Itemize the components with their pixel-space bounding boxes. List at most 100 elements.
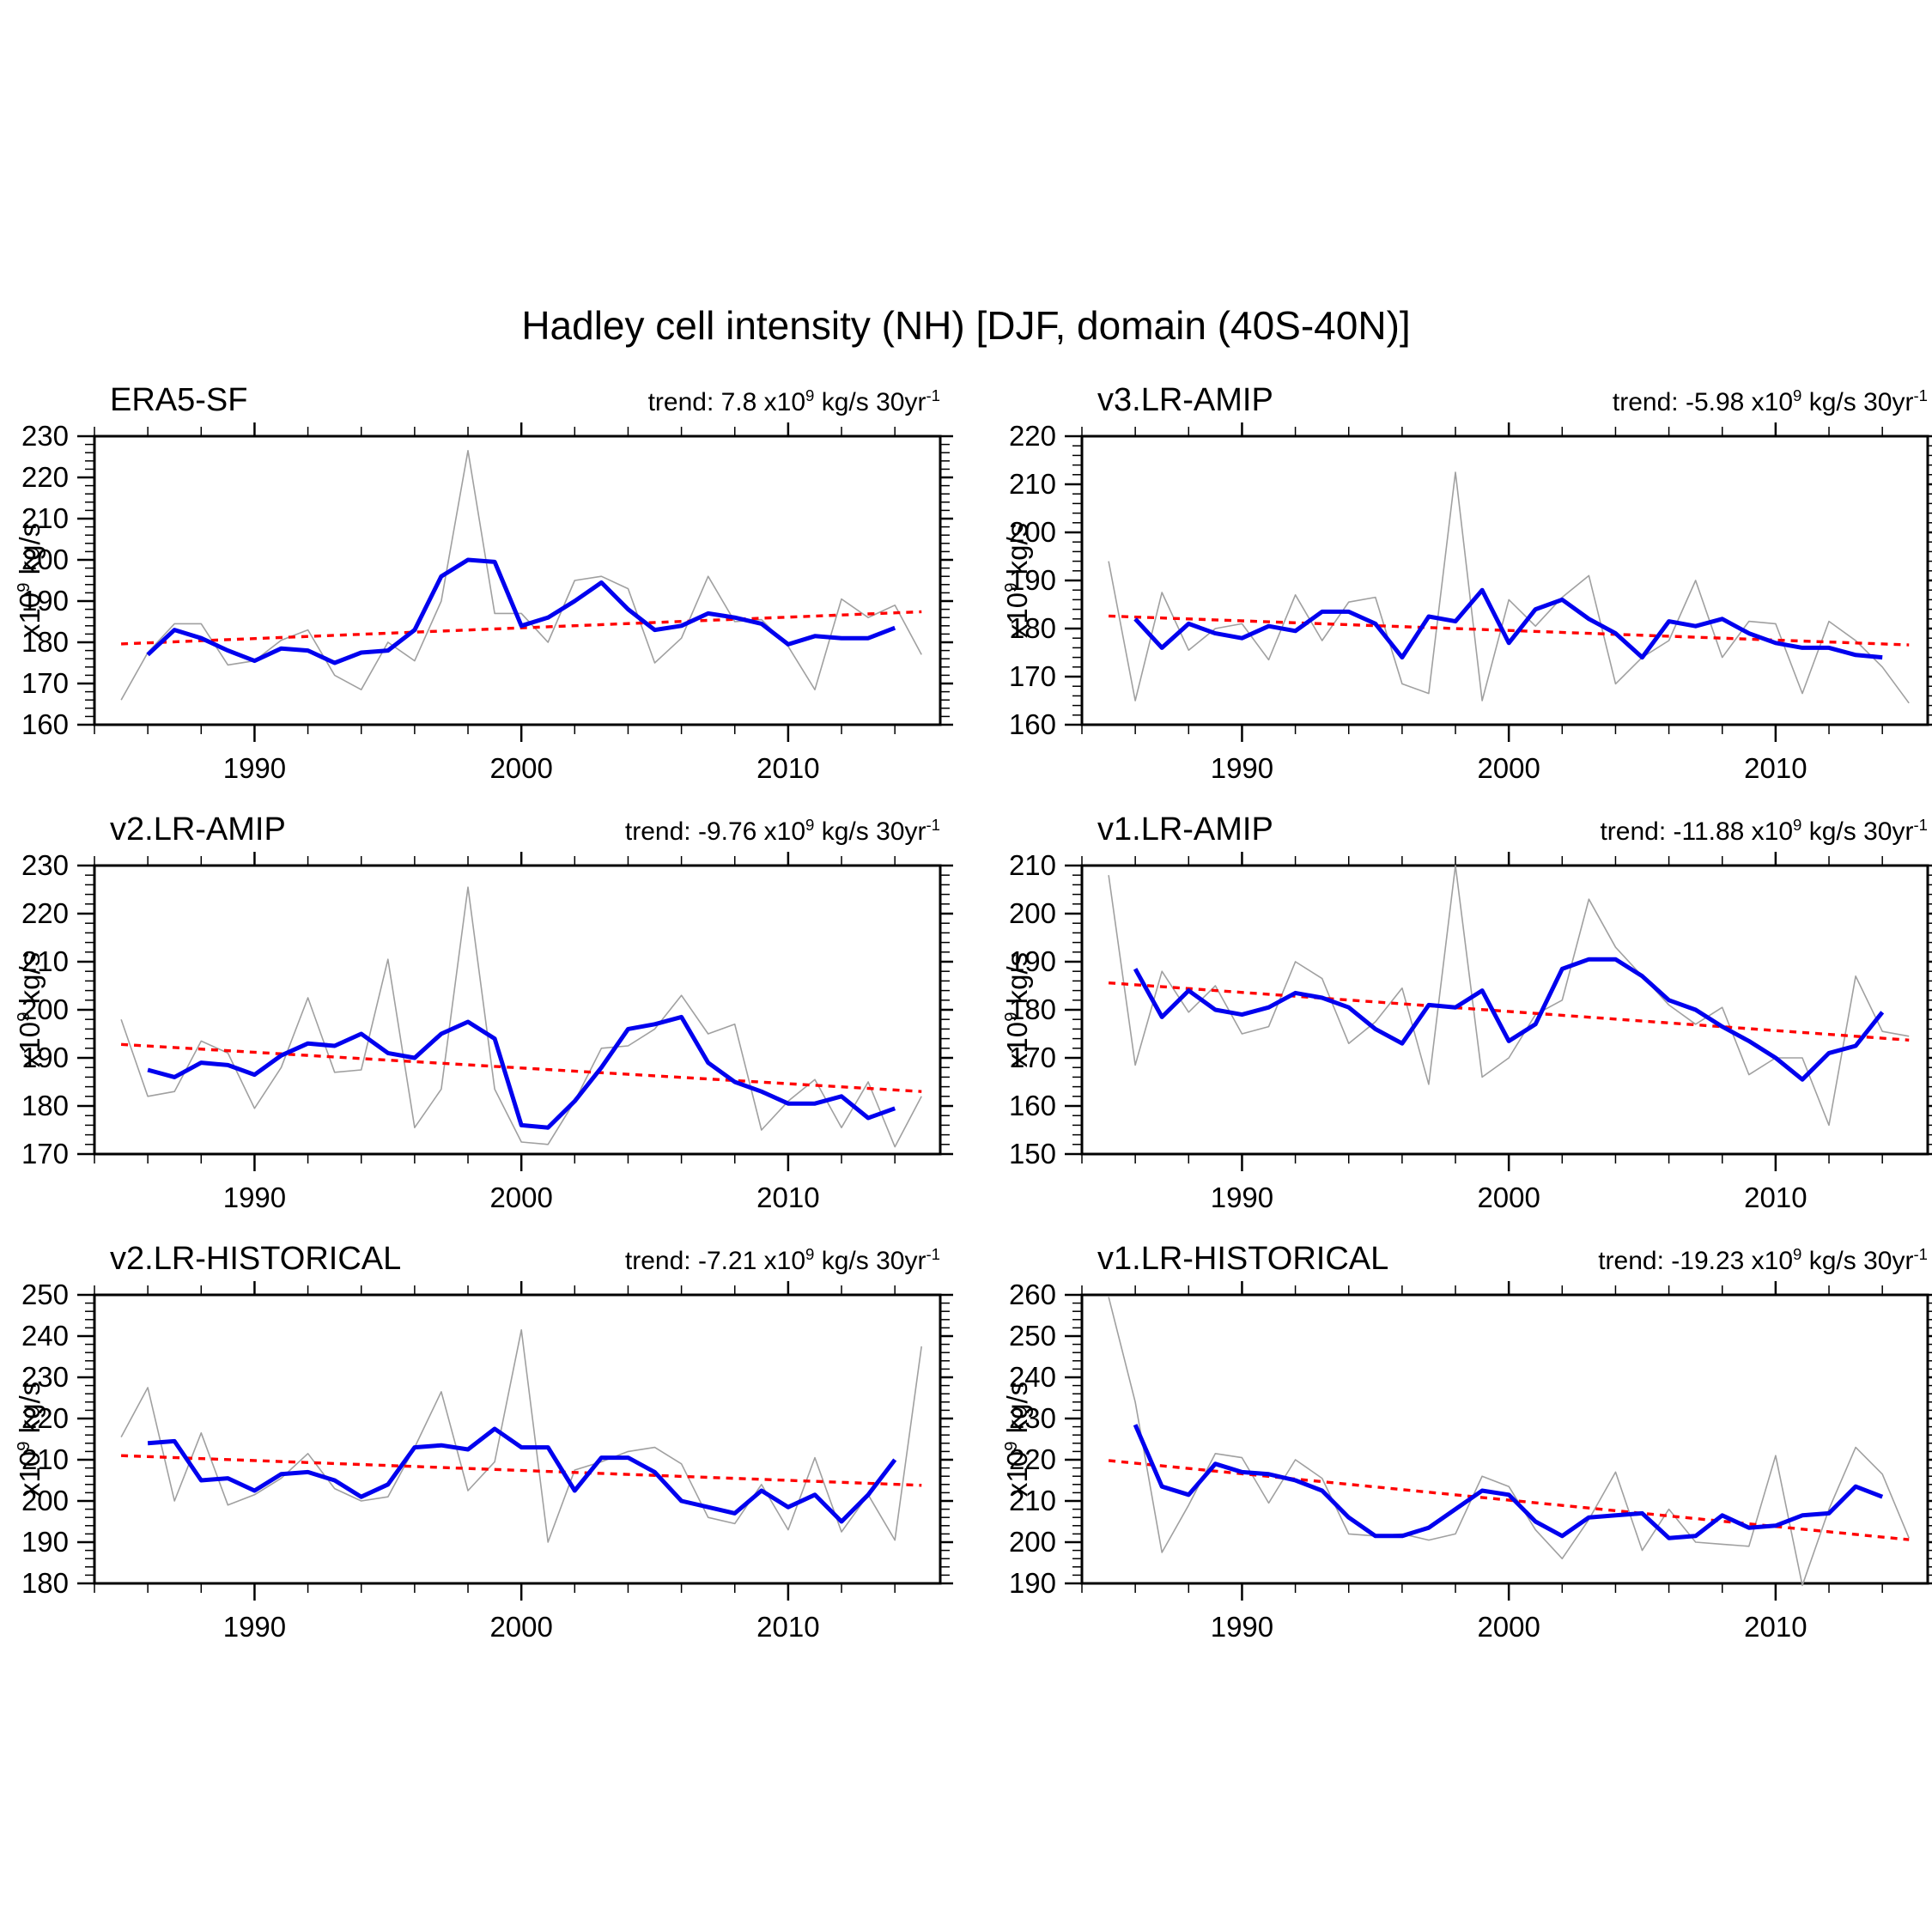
axes <box>77 1281 953 1601</box>
y-tick-label: 230 <box>21 1361 69 1393</box>
y-tick-label: 250 <box>21 1281 69 1310</box>
y-tick-label: 200 <box>21 544 69 575</box>
plot-frame <box>93 1293 942 1585</box>
y-tick-label: 220 <box>1009 422 1056 452</box>
plot-area-v3-lr-amip: 160 170 180 190 200 210 220 1990 2000 2010 <box>1009 422 1932 784</box>
y-tick-label: 240 <box>1009 1361 1056 1393</box>
panel-title: v1.LR-HISTORICAL <box>1097 1241 1389 1277</box>
panel-header: v1.LR-AMIP trend: -11.88 x109 kg/s 30yr-… <box>987 809 1932 848</box>
y-tick-label: 200 <box>1009 1526 1056 1558</box>
trend-text: trend: -19.23 x10 <box>1598 1247 1794 1275</box>
smoothed-series-line <box>146 557 896 665</box>
panel-trend-label: trend: -19.23 x109 kg/s 30yr-1 <box>1598 1245 1928 1276</box>
trend-exponent: 9 <box>1793 1245 1802 1263</box>
y-tick-label: 230 <box>1009 1402 1056 1434</box>
trend-text: trend: -9.76 x10 <box>624 817 806 846</box>
panel-trend-label: trend: -5.98 x109 kg/s 30yr-1 <box>1612 386 1928 417</box>
trend-exponent-2: -1 <box>926 816 940 834</box>
y-tick-label: 240 <box>21 1320 69 1352</box>
annual-series-line <box>120 1328 922 1543</box>
plot-area-v1-lr-historical: 190 200 210 220 230 240 250 260 1990 2000 2010 <box>1009 1281 1932 1643</box>
y-tick-label: 200 <box>21 1485 69 1516</box>
x-tick-label: 1990 <box>1211 1182 1273 1213</box>
y-tick-label: 180 <box>21 1090 69 1121</box>
y-tick-label: 190 <box>1009 945 1056 977</box>
axes <box>1065 422 1932 742</box>
trend-exponent-2: -1 <box>1913 386 1928 404</box>
x-tick-label: 2010 <box>1744 1611 1807 1643</box>
panel-trend-label: trend: -7.21 x109 kg/s 30yr-1 <box>625 1245 940 1276</box>
panel-header: ERA5-SF trend: 7.8 x109 kg/s 30yr-1 <box>0 380 953 419</box>
y-tick-label: 170 <box>1009 660 1056 692</box>
panel-v2-lr-amip: v2.LR-AMIP trend: -9.76 x109 kg/s 30yr-1… <box>0 809 953 1228</box>
plot-area-era5-sf: 160 170 180 190 200 210 220 230 1990 2000 2010 <box>21 422 953 784</box>
annual-series-line <box>120 886 922 1148</box>
trend-exponent: 9 <box>805 816 815 834</box>
plot-frame <box>93 864 942 1156</box>
panel-v1-lr-amip: v1.LR-AMIP trend: -11.88 x109 kg/s 30yr-… <box>987 809 1932 1228</box>
panel-v2-lr-historical: v2.LR-HISTORICAL trend: -7.21 x109 kg/s … <box>0 1238 953 1657</box>
y-tick-label: 180 <box>21 626 69 658</box>
y-tick-label: 210 <box>1009 468 1056 500</box>
x-tick-label: 2000 <box>1477 752 1540 784</box>
trend-units: kg/s 30yr <box>1801 817 1914 846</box>
trend-exponent: 9 <box>1793 386 1802 404</box>
annual-series-line <box>1108 1297 1910 1587</box>
annual-series-line <box>1108 865 1910 1127</box>
trend-text: trend: -5.98 x10 <box>1612 388 1794 416</box>
y-tick-label: 200 <box>1009 897 1056 929</box>
panel-v3-lr-amip: v3.LR-AMIP trend: -5.98 x109 kg/s 30yr-1… <box>987 380 1932 799</box>
panel-title: ERA5-SF <box>110 382 248 418</box>
panel-header: v3.LR-AMIP trend: -5.98 x109 kg/s 30yr-1 <box>987 380 1932 419</box>
y-tick-label: 210 <box>21 1443 69 1475</box>
y-tick-label: 190 <box>1009 1567 1056 1599</box>
y-tick-label: 200 <box>21 993 69 1025</box>
y-tick-label: 210 <box>21 502 69 534</box>
x-tick-label: 2010 <box>756 1611 819 1643</box>
y-tick-label: 230 <box>21 852 69 881</box>
panel-header: v2.LR-HISTORICAL trend: -7.21 x109 kg/s … <box>0 1238 953 1278</box>
plot-frame <box>93 434 942 726</box>
x-tick-label: 2010 <box>756 752 819 784</box>
axes <box>77 422 953 742</box>
x-tick-label: 1990 <box>1211 1611 1273 1643</box>
trend-exponent-2: -1 <box>1913 1245 1928 1263</box>
annual-series-line <box>1108 471 1910 704</box>
plot-frame <box>1080 864 1929 1156</box>
y-tick-label: 210 <box>21 945 69 977</box>
panel-title: v3.LR-AMIP <box>1097 382 1273 418</box>
trend-exponent-2: -1 <box>1913 816 1928 834</box>
trend-exponent: 9 <box>805 1245 815 1263</box>
y-tick-label: 170 <box>21 667 69 699</box>
smoothed-series-line <box>1133 587 1883 660</box>
y-tick-label: 170 <box>1009 1042 1056 1073</box>
trend-exponent: 9 <box>805 386 815 404</box>
y-tick-label: 150 <box>1009 1138 1056 1170</box>
trend-units: kg/s 30yr <box>1801 388 1914 416</box>
trend-dashed-line <box>120 1042 922 1093</box>
y-tick-label: 160 <box>1009 708 1056 740</box>
trend-text: trend: 7.8 x10 <box>647 388 806 416</box>
y-tick-label: 170 <box>21 1138 69 1170</box>
x-tick-label: 2010 <box>756 1182 819 1213</box>
plot-area-v2-lr-historical: 180 190 200 210 220 230 240 250 1990 2000 2010 <box>21 1281 953 1643</box>
smoothed-series-line <box>1133 957 1885 1082</box>
x-tick-label: 1990 <box>223 752 286 784</box>
x-tick-label: 1990 <box>1211 752 1273 784</box>
trend-units: kg/s 30yr <box>814 1247 927 1275</box>
y-tick-label: 190 <box>21 585 69 617</box>
panel-title: v2.LR-HISTORICAL <box>110 1241 402 1277</box>
plot-area-v2-lr-amip: 170 180 190 200 210 220 230 1990 2000 2010 <box>21 852 953 1213</box>
x-tick-label: 2000 <box>489 1182 552 1213</box>
panel-trend-label: trend: -9.76 x109 kg/s 30yr-1 <box>625 817 940 847</box>
y-tick-label: 180 <box>1009 612 1056 644</box>
trend-dashed-line <box>121 1454 922 1487</box>
panel-v1-lr-historical: v1.LR-HISTORICAL trend: -19.23 x109 kg/s… <box>987 1238 1932 1657</box>
panel-title: v1.LR-AMIP <box>1097 811 1273 848</box>
plot-frame <box>1080 1293 1929 1585</box>
plot-frame <box>1080 434 1929 726</box>
axes <box>1065 1281 1932 1601</box>
trend-text: trend: -11.88 x10 <box>1600 817 1794 846</box>
y-tick-label: 180 <box>1009 993 1056 1025</box>
